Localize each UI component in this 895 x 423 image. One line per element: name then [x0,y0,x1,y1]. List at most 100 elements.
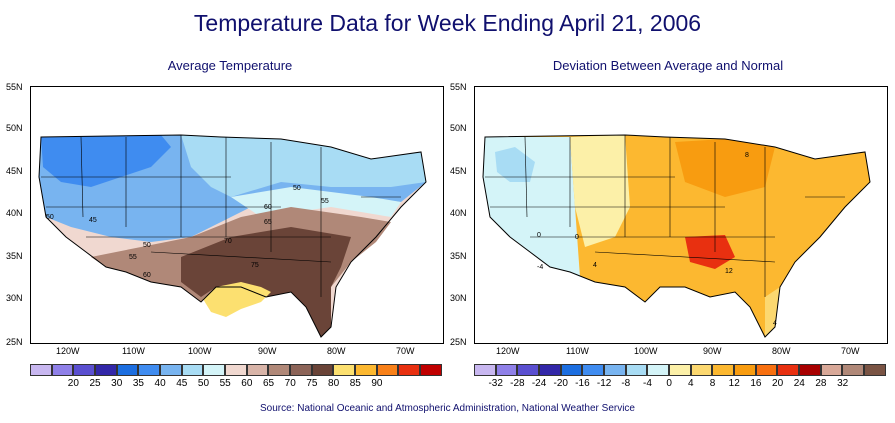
legend-label: -20 [553,378,568,389]
contour-label: 55 [129,254,137,261]
legend-swatch [539,364,561,376]
lon-label: 110W [566,346,589,356]
legend-swatch [690,364,713,376]
legend-swatch [474,364,496,376]
lon-label: 90W [703,346,722,356]
legend-swatch [51,364,74,376]
legend-label: 25 [89,378,101,389]
legend-swatch [95,364,117,376]
lon-label: 120W [56,346,80,356]
legend-swatch [181,364,204,376]
lat-label: 50N [450,123,467,133]
legend-swatch [30,364,52,376]
legend-label: 90 [371,378,383,389]
deviation-region-hotcore [685,235,735,269]
contour-label: 55 [321,198,329,205]
contour-label: 0 [575,234,579,241]
legend-label: 50 [197,378,210,389]
legend-label: -32 [488,378,503,389]
contour-label: 4 [773,320,777,327]
temp-region-mild [181,135,426,197]
legend-label: 30 [111,378,123,389]
left-map-subtitle: Average Temperature [167,58,293,73]
deviation-map: 8 0 0 -4 4 12 4 [474,86,888,344]
contour-label: 65 [264,219,272,226]
temp-region-coldest [41,135,171,187]
legend-swatch [398,364,421,376]
legend-swatch [138,364,161,376]
contour-label: 50 [143,242,151,249]
contour-label: 75 [251,262,259,269]
contour-labels: 50 45 50 55 60 70 75 60 65 55 50 [46,185,329,279]
legend-swatch [777,364,800,376]
legend-label: 24 [793,378,805,389]
legend-label: -24 [531,378,547,389]
average-temperature-legend [30,364,442,376]
legend-swatch [669,364,691,376]
state-borders [482,134,871,338]
deviation-legend [474,364,886,376]
legend-label: 8 [709,378,716,389]
deviation-region-florida [765,287,780,337]
lat-label: 35N [6,251,23,261]
deviation-map-svg: 8 0 0 -4 4 12 4 [482,134,871,338]
lon-label: 100W [188,346,212,356]
legend-label: 32 [837,378,849,389]
legend-swatch [755,364,778,376]
legend-swatch [333,364,356,376]
legend-label: 0 [666,378,672,389]
legend-label: 12 [728,378,740,389]
contour-label: 60 [264,204,272,211]
legend-swatch [842,364,865,376]
legend-swatch [625,364,648,376]
legend-label: 70 [284,378,296,389]
page-title: Temperature Data for Week Ending April 2… [193,10,702,36]
legend-swatch [268,364,291,376]
legend-label: 16 [750,378,762,389]
contour-label: 12 [725,268,733,275]
legend-swatch [246,364,269,376]
lon-label: 100W [634,346,658,356]
deviation-region-coldpocket [495,147,535,182]
average-temperature-map: 50 45 50 55 60 70 75 60 65 55 50 [30,86,444,344]
legend-swatch [647,364,670,376]
legend-swatch [116,364,139,376]
legend-label: 20 [67,378,79,389]
legend-swatch [311,364,334,376]
legend-label: 40 [154,378,166,389]
legend-label: 65 [262,378,275,389]
contour-label: 45 [89,217,97,224]
legend-swatch [864,364,886,376]
lon-label: 70W [396,346,415,356]
temp-region-cool [231,187,401,217]
legend-label: -28 [510,378,525,389]
lat-label: 30N [450,293,467,303]
legend-swatch [799,364,821,376]
legend-swatch [820,364,843,376]
lat-label: 55N [450,82,467,92]
legend-swatch [290,364,312,376]
contour-label: 60 [143,272,151,279]
state-borders [38,134,427,338]
lat-label: 35N [450,251,467,261]
legend-label: 45 [176,378,188,389]
legend-label: -4 [643,378,652,389]
legend-swatch [225,364,247,376]
deviation-region-hot [675,139,775,197]
lon-label: 80W [327,346,346,356]
legend-label: 75 [306,378,318,389]
lat-label: 30N [6,293,23,303]
lon-label: 80W [772,346,791,356]
legend-label: -8 [621,378,631,389]
legend-swatch [420,364,442,376]
legend-label: 60 [241,378,253,389]
contour-label: 50 [293,185,301,192]
legend-label: -12 [596,378,612,389]
lat-label: 50N [6,123,23,133]
legend-swatch [517,364,540,376]
legend-swatch [582,364,605,376]
temp-region-hot [181,227,351,337]
deviation-region-plains [570,135,630,247]
legend-swatch [376,364,399,376]
right-map-subtitle: Deviation Between Average and Normal [552,58,784,73]
